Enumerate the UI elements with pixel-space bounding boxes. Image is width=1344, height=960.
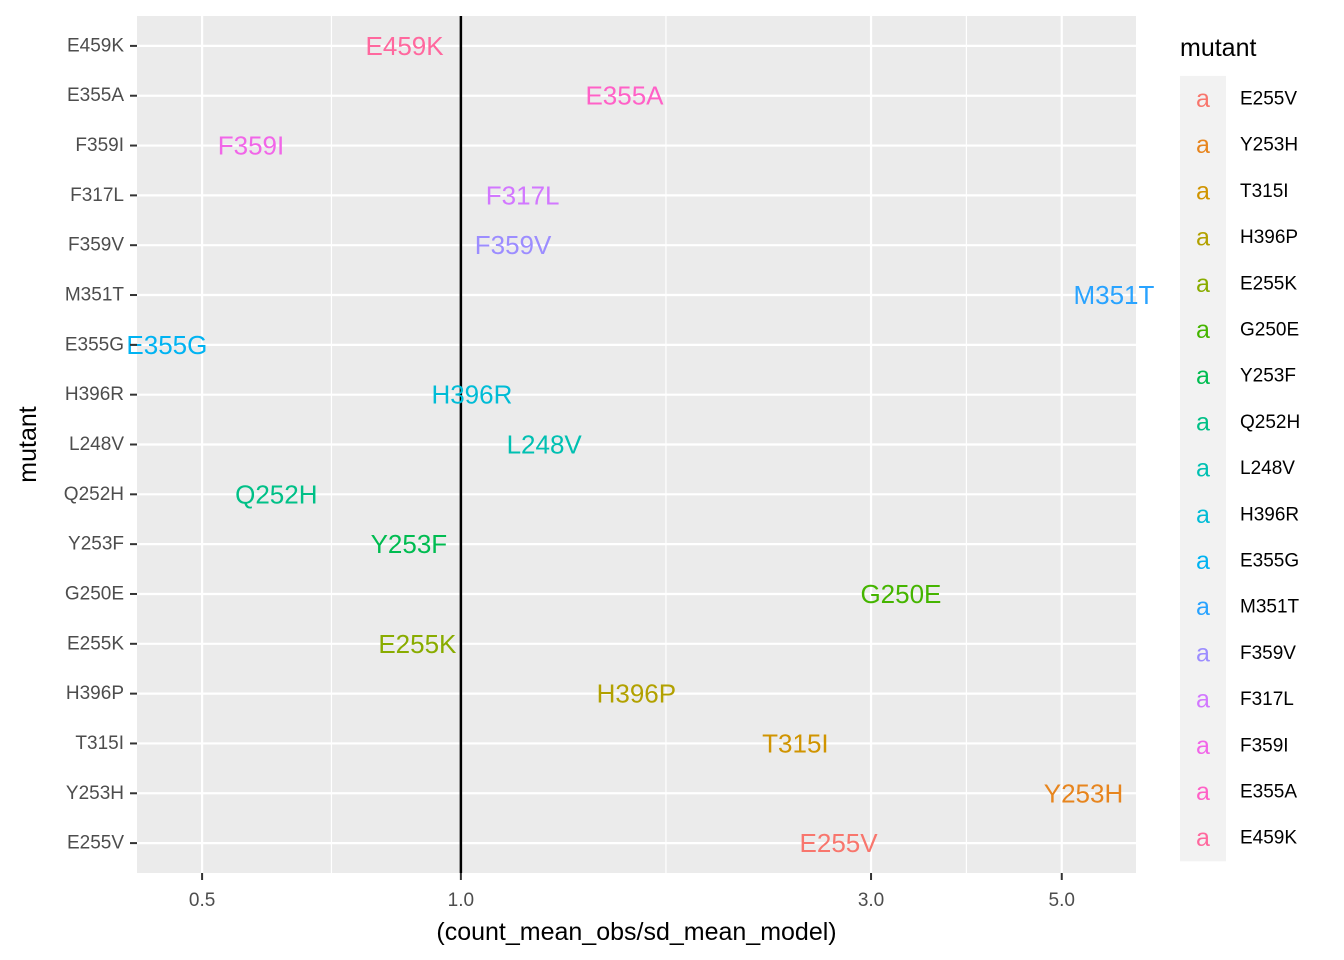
legend-entry-label: F359V <box>1240 643 1296 664</box>
x-tick-label: 5.0 <box>1049 890 1075 911</box>
legend-entry-label: G250E <box>1240 320 1299 341</box>
y-tick-label: E355G <box>65 334 124 355</box>
legend-entry-label: Y253H <box>1240 135 1298 156</box>
legend-entry-label: H396R <box>1240 504 1299 525</box>
y-tick-label: G250E <box>65 583 124 604</box>
x-tick-label: 3.0 <box>858 890 884 911</box>
legend-key-glyph: a <box>1196 686 1210 714</box>
legend-entry-label: E255K <box>1240 273 1297 294</box>
legend-key-glyph: a <box>1196 316 1210 344</box>
major-gridlines <box>137 16 1136 873</box>
x-tick-label: 1.0 <box>448 890 474 911</box>
legend-entry-label: F359I <box>1240 735 1289 756</box>
point-label-t315i: T315I <box>762 728 829 758</box>
legend-key-glyph: a <box>1196 455 1210 483</box>
x-axis-title: (count_mean_obs/sd_mean_model) <box>436 918 836 946</box>
data-labels: E255V Y253H T315I H396P E255K G250E Y253F Q252H… <box>126 31 1154 858</box>
x-axis: 0.5 1.0 3.0 5.0 <box>189 873 1075 911</box>
point-label-g250e: G250E <box>860 579 941 609</box>
legend-entry-label: L248V <box>1240 458 1295 479</box>
point-label-f359i: F359I <box>218 131 285 161</box>
point-label-f317l: F317L <box>486 180 560 210</box>
y-tick-label: H396P <box>66 683 124 704</box>
y-tick-label: T315I <box>75 733 124 754</box>
point-label-e459k: E459K <box>366 31 445 61</box>
legend-entry-label: E355G <box>1240 551 1299 572</box>
legend: mutant a E255V a Y253H a T315I a H396P a E255K a G2… <box>1180 34 1300 862</box>
point-label-h396p: H396P <box>597 679 677 709</box>
legend-key-glyph: a <box>1196 131 1210 159</box>
point-label-e255v: E255V <box>800 828 879 858</box>
legend-entry-label: E459K <box>1240 828 1297 849</box>
y-tick-label: Y253H <box>66 783 124 804</box>
legend-key-glyph: a <box>1196 593 1210 621</box>
legend-key-glyph: a <box>1196 85 1210 113</box>
legend-key-glyph: a <box>1196 177 1210 205</box>
legend-key-glyph: a <box>1196 778 1210 806</box>
legend-key-glyph: a <box>1196 362 1210 390</box>
legend-entry-label: E355A <box>1240 782 1297 803</box>
point-label-l248v: L248V <box>507 430 583 460</box>
y-tick-label: M351T <box>65 285 125 306</box>
legend-key-glyph: a <box>1196 547 1210 575</box>
y-axis-title: mutant <box>14 406 42 482</box>
y-tick-label: E255V <box>67 833 124 854</box>
point-label-y253h: Y253H <box>1044 778 1124 808</box>
point-label-e255k: E255K <box>378 629 457 659</box>
x-tick-label: 0.5 <box>189 890 215 911</box>
point-label-e355a: E355A <box>585 81 664 111</box>
legend-entry-label: T315I <box>1240 181 1289 202</box>
y-tick-label: L248V <box>69 434 124 455</box>
point-label-m351t: M351T <box>1073 280 1154 310</box>
legend-key-glyph: a <box>1196 408 1210 436</box>
legend-key-glyph: a <box>1196 732 1210 760</box>
legend-entry-label: Q252H <box>1240 412 1300 433</box>
legend-key-glyph: a <box>1196 639 1210 667</box>
y-tick-label: F359V <box>68 235 124 256</box>
legend-key-glyph: a <box>1196 270 1210 298</box>
legend-entry-label: E255V <box>1240 89 1297 110</box>
legend-entry-label: Y253F <box>1240 366 1296 387</box>
y-tick-label: E459K <box>67 35 124 56</box>
legend-key-glyph: a <box>1196 501 1210 529</box>
y-tick-label: F317L <box>70 185 124 206</box>
point-label-f359v: F359V <box>475 230 552 260</box>
y-tick-label: Y253F <box>68 534 124 555</box>
y-tick-label: E355A <box>67 85 124 106</box>
point-label-y253f: Y253F <box>371 529 448 559</box>
y-tick-label: H396R <box>65 384 124 405</box>
legend-key-background <box>1180 75 1226 862</box>
y-tick-label: Q252H <box>64 484 124 505</box>
y-axis: E255V Y253H T315I H396P E255K G250E Y253F Q252H… <box>64 35 137 854</box>
legend-entry-label: F317L <box>1240 689 1294 710</box>
point-label-q252h: Q252H <box>235 479 317 509</box>
legend-key-glyph: a <box>1196 224 1210 252</box>
point-label-h396r: H396R <box>431 380 512 410</box>
legend-entry-label: H396P <box>1240 227 1298 248</box>
y-tick-label: E255K <box>67 633 124 654</box>
legend-entry-label: M351T <box>1240 597 1300 618</box>
point-label-e355g: E355G <box>126 330 207 360</box>
y-tick-label: F359I <box>75 135 124 156</box>
legend-key-glyph: a <box>1196 824 1210 852</box>
legend-title: mutant <box>1180 34 1256 62</box>
